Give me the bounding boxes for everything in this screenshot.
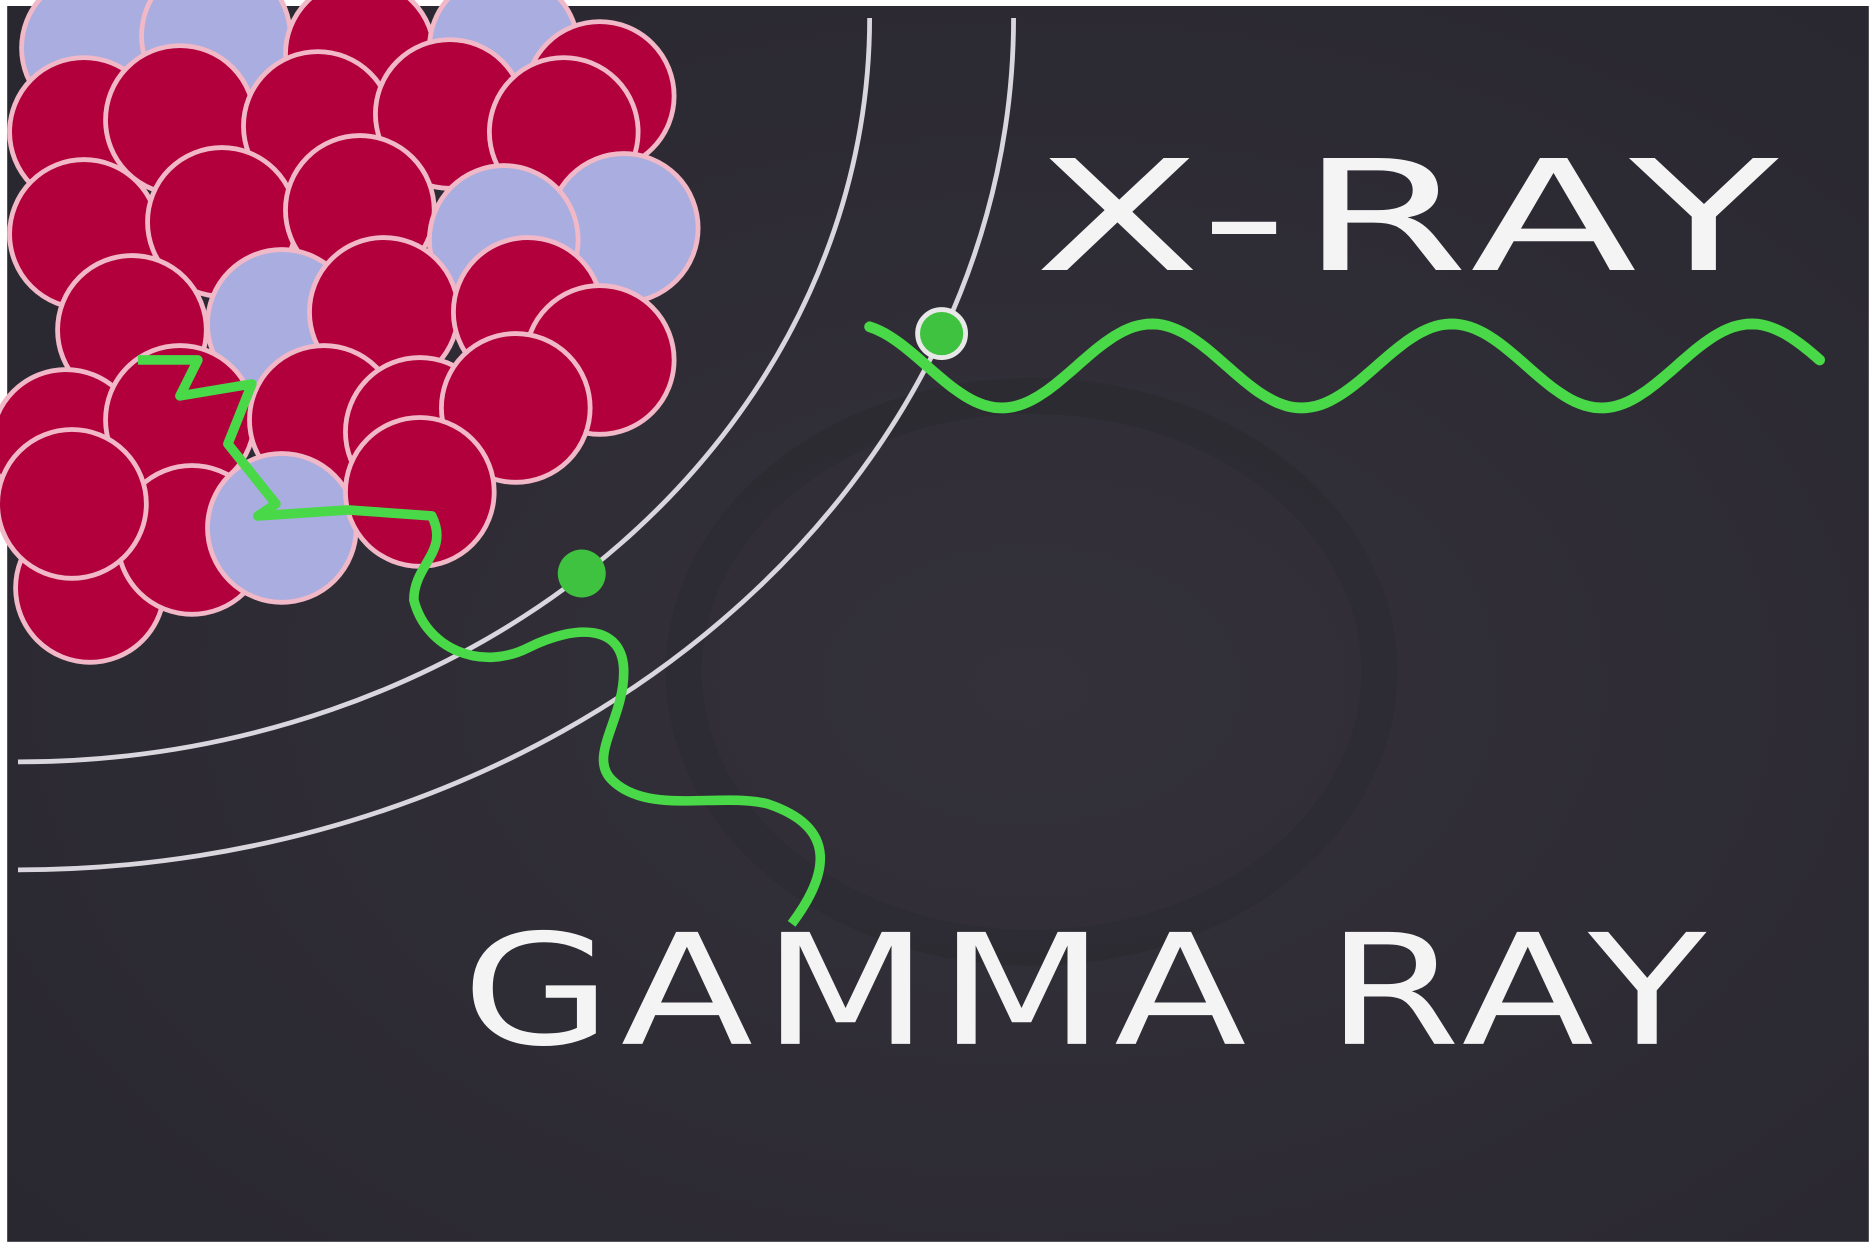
- electron: [918, 310, 966, 358]
- proton: [0, 430, 146, 579]
- page: X-RAY GAMMA RAY (() => { const data = JS…: [0, 0, 1876, 1249]
- illustration: X-RAY GAMMA RAY: [0, 0, 1876, 1249]
- electron: [558, 550, 606, 598]
- gamma-label: GAMMA RAY: [462, 902, 1715, 1081]
- proton: [345, 418, 494, 567]
- xray-label: X-RAY: [1034, 128, 1790, 307]
- neutron: [208, 454, 357, 603]
